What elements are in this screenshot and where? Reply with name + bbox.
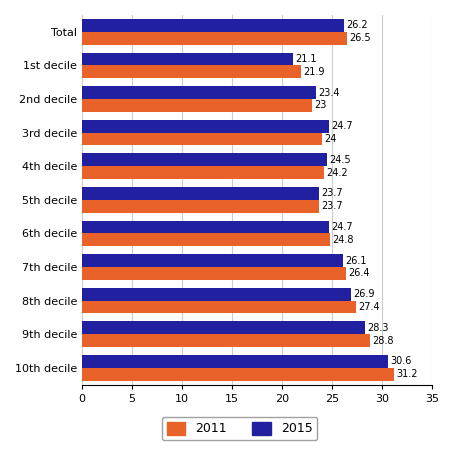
Text: 28.8: 28.8 bbox=[372, 336, 394, 345]
Bar bbox=[82, 368, 394, 380]
Bar bbox=[82, 321, 365, 334]
Text: 24.8: 24.8 bbox=[332, 235, 354, 245]
Bar bbox=[82, 166, 324, 179]
Bar bbox=[82, 288, 351, 301]
Bar bbox=[82, 120, 329, 133]
Bar bbox=[82, 301, 356, 313]
Text: 24: 24 bbox=[324, 134, 336, 144]
Text: 23: 23 bbox=[314, 100, 326, 110]
Text: 27.4: 27.4 bbox=[358, 302, 380, 312]
Text: 21.1: 21.1 bbox=[295, 54, 316, 64]
Bar bbox=[82, 233, 330, 246]
Bar bbox=[82, 254, 343, 267]
Bar bbox=[82, 32, 347, 44]
Text: 26.2: 26.2 bbox=[346, 20, 368, 30]
Text: 28.3: 28.3 bbox=[367, 323, 389, 333]
Text: 24.7: 24.7 bbox=[331, 121, 353, 131]
Bar bbox=[82, 99, 312, 112]
Text: 21.9: 21.9 bbox=[303, 67, 325, 77]
Text: 26.1: 26.1 bbox=[345, 256, 366, 266]
Text: 24.7: 24.7 bbox=[331, 222, 353, 232]
Legend: 2011, 2015: 2011, 2015 bbox=[162, 417, 317, 440]
Text: 26.9: 26.9 bbox=[353, 289, 375, 299]
Text: 24.2: 24.2 bbox=[326, 168, 348, 178]
Bar bbox=[82, 19, 344, 32]
Text: 23.7: 23.7 bbox=[321, 201, 343, 211]
Text: 23.4: 23.4 bbox=[318, 88, 340, 98]
Bar bbox=[82, 355, 388, 368]
Text: 26.4: 26.4 bbox=[348, 268, 370, 278]
Text: 31.2: 31.2 bbox=[396, 369, 418, 379]
Bar bbox=[82, 153, 327, 166]
Bar bbox=[82, 221, 329, 233]
Text: 23.7: 23.7 bbox=[321, 188, 343, 198]
Bar bbox=[82, 53, 293, 65]
Bar bbox=[82, 334, 370, 347]
Bar bbox=[82, 187, 319, 200]
Bar bbox=[82, 86, 316, 99]
Text: 26.5: 26.5 bbox=[349, 33, 370, 43]
Text: 30.6: 30.6 bbox=[390, 356, 411, 366]
Bar bbox=[82, 200, 319, 212]
Bar bbox=[82, 65, 301, 78]
Text: 24.5: 24.5 bbox=[329, 155, 350, 165]
Bar bbox=[82, 267, 346, 280]
Bar bbox=[82, 133, 322, 145]
